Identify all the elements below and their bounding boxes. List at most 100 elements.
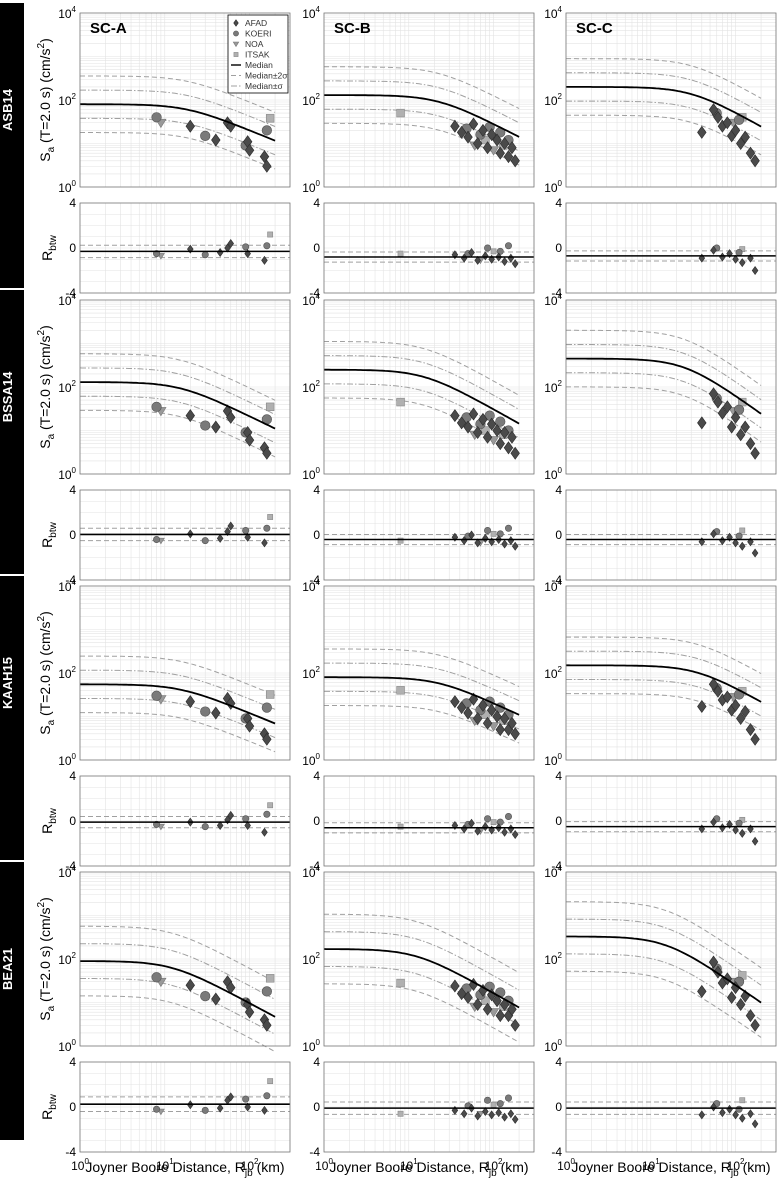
residual-point-koeri [201, 537, 209, 545]
data-point-afad [722, 116, 733, 130]
tick-base: 10 [58, 468, 72, 482]
median-line [566, 664, 762, 703]
residual-point-afad [511, 829, 519, 840]
y-tick-label-residual: 4 [69, 1055, 76, 1069]
y-tick-label-residual: 0 [313, 528, 320, 542]
tick-base: 10 [302, 580, 316, 594]
label-part: S [37, 725, 53, 734]
legend-label: Median [245, 60, 273, 70]
y-tick-label-sa: 104 [302, 578, 320, 594]
y-axis-label-sa: Sa (T=2.0 s) (cm/s2) [36, 38, 57, 162]
median-plus-sigma-line [80, 943, 276, 1000]
tick-exponent: 2 [316, 92, 321, 101]
y-tick-label-residual: -4 [309, 573, 320, 587]
data-point-afad [697, 984, 707, 998]
y-tick-label-residual: 4 [555, 1055, 562, 1069]
tick-exponent: 2 [558, 379, 563, 388]
tick-base: 10 [302, 94, 316, 108]
y-tick-label-residual: -4 [65, 859, 76, 873]
y-tick-label-residual: 4 [69, 483, 76, 497]
sa-plot-frame [565, 299, 777, 475]
tick-exponent: 2 [316, 665, 321, 674]
data-point-afad [510, 1018, 520, 1032]
label-part: (km) [497, 1159, 529, 1175]
y-tick-label-residual: 0 [69, 241, 76, 255]
residual-point-afad [227, 521, 234, 531]
median-plus-sigma-line [80, 669, 276, 710]
residual-point-itsak [739, 1097, 746, 1104]
data-point-afad [745, 723, 756, 737]
residual-point-koeri [242, 815, 250, 823]
y-axis-label-sa: Sa (T=2.0 s) (cm/s2) [36, 897, 57, 1021]
data-point-afad [697, 416, 707, 430]
y-tick-label-residual: 4 [69, 196, 76, 210]
legend-label: KOERI [245, 29, 271, 39]
tick-exponent: 4 [316, 5, 321, 14]
x-tick-label: 100 [315, 1157, 333, 1173]
y-tick-label-sa: 102 [58, 665, 76, 681]
residual-point-afad [739, 541, 746, 551]
median-plus-2sigma-line [80, 925, 276, 983]
data-point-afad [185, 978, 195, 992]
data-point-afad [482, 141, 493, 155]
residual-point-afad [474, 1111, 481, 1121]
data-point-afad [185, 409, 195, 423]
data-point-afad [708, 103, 719, 117]
residual-point-koeri [242, 243, 250, 251]
y-tick-label-residual: 4 [313, 769, 320, 783]
data-point-afad [507, 1002, 517, 1016]
y-tick-label-residual: 4 [555, 483, 562, 497]
tick-base: 10 [58, 953, 72, 967]
median-plus-2sigma-line [80, 75, 276, 113]
residual-point-itsak [490, 1101, 497, 1108]
median-line [324, 94, 520, 138]
residual-point-koeri [263, 810, 271, 818]
residual-point-itsak [267, 1078, 274, 1085]
data-point-afad [750, 154, 760, 168]
residual-point-afad [501, 1112, 508, 1122]
residual-plot-frame [565, 775, 777, 867]
label-subscript: btw [48, 1093, 59, 1109]
y-tick-label-sa: 100 [302, 752, 320, 768]
median-plus-sigma-line [80, 89, 276, 127]
data-point-itsak [265, 974, 275, 983]
y-tick-label-sa: 100 [58, 466, 76, 482]
tick-base: 10 [544, 866, 558, 880]
residual-point-koeri [153, 1105, 161, 1113]
tick-base: 10 [544, 1040, 558, 1054]
data-point-afad [463, 706, 473, 720]
y-tick-label-sa: 102 [544, 92, 562, 108]
residual-point-afad [511, 541, 519, 551]
y-tick-label-residual: 0 [555, 528, 562, 542]
x-tick-label: 101 [642, 1157, 660, 1173]
residual-point-afad [244, 820, 251, 831]
residual-point-itsak [397, 823, 404, 830]
y-tick-label-sa: 104 [302, 292, 320, 308]
tick-exponent: 0 [570, 1157, 575, 1166]
median-minus-2sigma-line [80, 712, 276, 753]
median-minus-2sigma-line [323, 983, 520, 1043]
tick-exponent: 0 [72, 1038, 77, 1047]
residual-point-afad [227, 1092, 234, 1102]
data-point-afad [262, 1018, 272, 1032]
data-point-afad [211, 420, 221, 434]
median-line [80, 381, 276, 430]
data-point-itsak [396, 108, 405, 118]
data-point-afad [473, 425, 483, 440]
tick-base: 10 [302, 866, 316, 880]
label-subscript: btw [48, 521, 59, 537]
data-point-afad [740, 420, 750, 434]
tick-base: 10 [71, 1159, 85, 1173]
tick-exponent: 1 [169, 1157, 174, 1166]
median-plus-2sigma-line [566, 901, 762, 969]
data-point-afad [456, 416, 467, 430]
data-point-afad [244, 433, 255, 447]
residual-point-afad [482, 1106, 489, 1117]
tick-exponent: 1 [413, 1157, 418, 1166]
data-point-afad [730, 123, 741, 137]
data-point-afad [740, 705, 750, 719]
data-point-afad [492, 994, 502, 1008]
data-point-afad [507, 141, 517, 155]
y-tick-label-residual: 0 [69, 814, 76, 828]
